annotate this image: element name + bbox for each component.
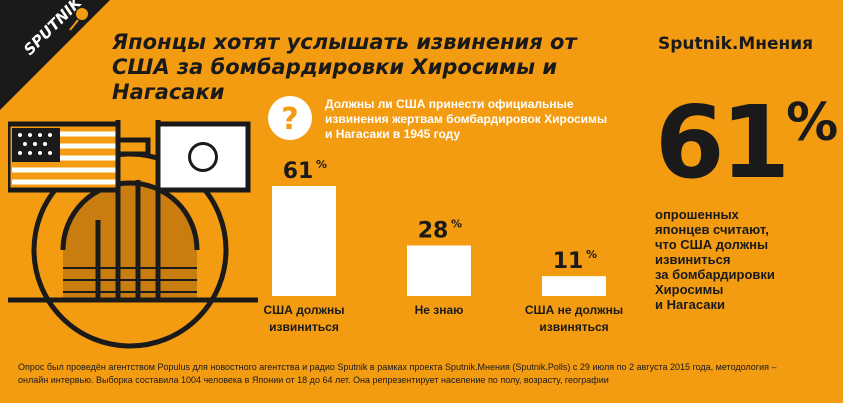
bar-value-label-2: 28 <box>418 219 449 244</box>
bar-value-unit-3: % <box>586 248 597 261</box>
sputnik-logo: SPUTNIK <box>0 0 110 110</box>
page-title: Японцы хотят услышать извинения от США з… <box>112 30 632 105</box>
bar-chart: 61 % США должны извиниться 28 % Не знаю 11 % США … <box>264 158 624 334</box>
summary-line-6: Хиросимы <box>655 282 724 297</box>
bar-value-label-3: 11 <box>553 249 584 274</box>
question-mark-icon: ? <box>268 96 312 140</box>
footnote-line-2: онлайн интервью. Выборка составила 1004 … <box>18 375 609 385</box>
summary-line-5: за бомбардировки <box>655 267 775 282</box>
summary-line-2: японцев считают, <box>655 222 769 237</box>
dome-illustration <box>8 137 258 349</box>
question-line-2: извинения жертвам бомбардировок Хиросимы <box>325 112 608 126</box>
flags-illustration <box>8 120 258 349</box>
summary-line-1: опрошенных <box>655 207 739 222</box>
svg-text:?: ? <box>281 102 298 137</box>
footnote-line-1: Опрос был проведён агентством Populus дл… <box>18 362 777 372</box>
highlight-value: 61 <box>655 84 790 201</box>
bar-value-unit-1: % <box>316 158 327 171</box>
bar-value-label-1: 61 <box>283 159 314 184</box>
brand-label: Sputnik.Мнения <box>658 34 814 54</box>
highlight-summary: опрошенных японцев считают, что США долж… <box>655 207 840 312</box>
bar-2 <box>407 245 471 296</box>
category-label-1-1: США должны <box>264 303 345 317</box>
summary-line-4: извиниться <box>655 252 731 267</box>
survey-question: Должны ли США принести официальные извин… <box>325 97 645 142</box>
title-line-2: США за бомбардировки Хиросимы и Нагасаки <box>112 55 558 104</box>
bar-3 <box>542 276 606 296</box>
bar-value-unit-2: % <box>451 218 462 231</box>
question-line-3: и Нагасаки в 1945 году <box>325 127 461 141</box>
bar-1 <box>272 186 336 296</box>
highlight-unit: % <box>786 93 839 153</box>
title-line-1: Японцы хотят услышать извинения от <box>112 30 577 54</box>
category-label-1-2: извиниться <box>269 320 339 334</box>
category-label-2-1: Не знаю <box>415 303 464 317</box>
sputnik-logo-icon <box>69 8 88 31</box>
methodology-footnote: Опрос был проведён агентством Populus дл… <box>18 361 818 387</box>
logo-triangle <box>0 0 110 110</box>
summary-line-3: что США должны <box>655 237 769 252</box>
question-line-1: Должны ли США принести официальные <box>325 97 574 111</box>
category-label-3-1: США не должны <box>525 303 623 317</box>
usa-flag-icon <box>8 120 121 300</box>
highlight-percent: 61% <box>655 88 838 198</box>
japan-flag-icon <box>155 120 251 300</box>
summary-line-7: и Нагасаки <box>655 297 725 312</box>
category-label-3-2: извиняться <box>539 320 608 334</box>
